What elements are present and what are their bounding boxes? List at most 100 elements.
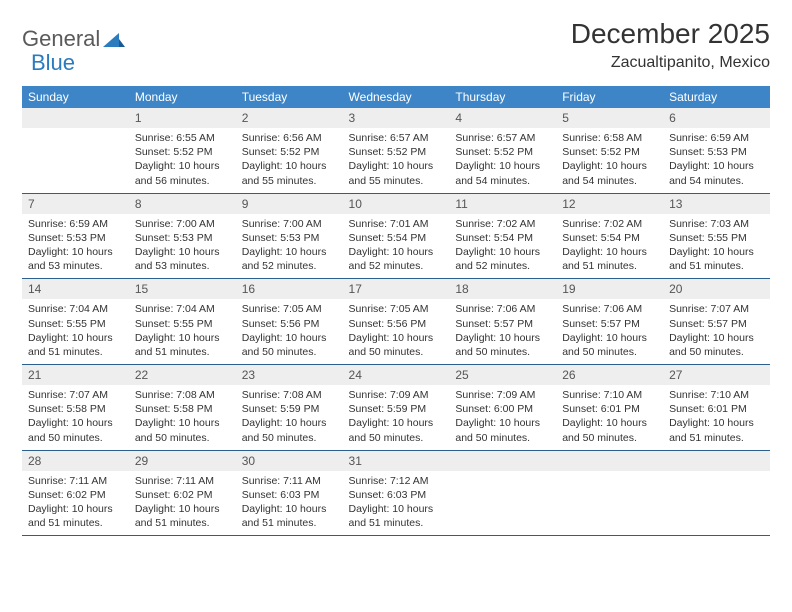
day-content: Sunrise: 7:07 AMSunset: 5:57 PMDaylight:… bbox=[663, 299, 770, 364]
sunset-line: Sunset: 5:53 PM bbox=[669, 145, 764, 159]
day-number: 16 bbox=[236, 279, 343, 299]
day-content: Sunrise: 7:09 AMSunset: 6:00 PMDaylight:… bbox=[449, 385, 556, 450]
sunrise-line: Sunrise: 7:05 AM bbox=[242, 302, 337, 316]
day-number: 20 bbox=[663, 279, 770, 299]
logo-text-general: General bbox=[22, 26, 100, 52]
sunrise-line: Sunrise: 6:55 AM bbox=[135, 131, 230, 145]
daylight-line: Daylight: 10 hours and 52 minutes. bbox=[455, 245, 550, 273]
calendar-day-cell: 17Sunrise: 7:05 AMSunset: 5:56 PMDayligh… bbox=[343, 279, 450, 365]
sunset-line: Sunset: 5:57 PM bbox=[562, 317, 657, 331]
day-number: 25 bbox=[449, 365, 556, 385]
weekday-header: Friday bbox=[556, 86, 663, 108]
day-content: Sunrise: 7:08 AMSunset: 5:58 PMDaylight:… bbox=[129, 385, 236, 450]
sunset-line: Sunset: 5:53 PM bbox=[135, 231, 230, 245]
sunrise-line: Sunrise: 7:07 AM bbox=[28, 388, 123, 402]
day-content: Sunrise: 7:08 AMSunset: 5:59 PMDaylight:… bbox=[236, 385, 343, 450]
calendar-day-cell: 30Sunrise: 7:11 AMSunset: 6:03 PMDayligh… bbox=[236, 450, 343, 536]
daylight-line: Daylight: 10 hours and 54 minutes. bbox=[669, 159, 764, 187]
daylight-line: Daylight: 10 hours and 51 minutes. bbox=[669, 245, 764, 273]
weekday-header: Sunday bbox=[22, 86, 129, 108]
day-number: 28 bbox=[22, 451, 129, 471]
calendar-day-cell: 19 Sunrise: 7:06 AMSunset: 5:57 PMDayligh… bbox=[556, 279, 663, 365]
sunset-line: Sunset: 5:52 PM bbox=[562, 145, 657, 159]
logo: General bbox=[22, 18, 127, 52]
sunrise-line: Sunrise: 6:57 AM bbox=[455, 131, 550, 145]
day-number: 5 bbox=[556, 108, 663, 128]
day-number bbox=[449, 451, 556, 471]
weekday-header: Tuesday bbox=[236, 86, 343, 108]
sunrise-line: Sunrise: 7:06 AM bbox=[562, 302, 657, 316]
day-number: 26 bbox=[556, 365, 663, 385]
day-number: 13 bbox=[663, 194, 770, 214]
daylight-line: Daylight: 10 hours and 52 minutes. bbox=[242, 245, 337, 273]
calendar-day-cell: 29Sunrise: 7:11 AMSunset: 6:02 PMDayligh… bbox=[129, 450, 236, 536]
logo-triangle-icon bbox=[103, 31, 125, 47]
daylight-line: Daylight: 10 hours and 50 minutes. bbox=[669, 331, 764, 359]
day-number: 24 bbox=[343, 365, 450, 385]
sunset-line: Sunset: 5:57 PM bbox=[669, 317, 764, 331]
calendar-day-cell: 22Sunrise: 7:08 AMSunset: 5:58 PMDayligh… bbox=[129, 365, 236, 451]
daylight-line: Daylight: 10 hours and 50 minutes. bbox=[242, 416, 337, 444]
day-number: 23 bbox=[236, 365, 343, 385]
day-number: 15 bbox=[129, 279, 236, 299]
sunset-line: Sunset: 5:52 PM bbox=[242, 145, 337, 159]
calendar-day-cell: 18Sunrise: 7:06 AMSunset: 5:57 PMDayligh… bbox=[449, 279, 556, 365]
calendar-day-cell: 31Sunrise: 7:12 AMSunset: 6:03 PMDayligh… bbox=[343, 450, 450, 536]
daylight-line: Daylight: 10 hours and 51 minutes. bbox=[349, 502, 444, 530]
calendar-day-cell: 26Sunrise: 7:10 AMSunset: 6:01 PMDayligh… bbox=[556, 365, 663, 451]
day-content: Sunrise: 7:02 AMSunset: 5:54 PMDaylight:… bbox=[449, 214, 556, 279]
calendar-day-cell: 16Sunrise: 7:05 AMSunset: 5:56 PMDayligh… bbox=[236, 279, 343, 365]
day-content: Sunrise: 7:04 AMSunset: 5:55 PMDaylight:… bbox=[22, 299, 129, 364]
sunrise-line: Sunrise: 6:56 AM bbox=[242, 131, 337, 145]
day-number: 7 bbox=[22, 194, 129, 214]
day-content: Sunrise: 7:00 AMSunset: 5:53 PMDaylight:… bbox=[129, 214, 236, 279]
daylight-line: Daylight: 10 hours and 51 minutes. bbox=[28, 502, 123, 530]
daylight-line: Daylight: 10 hours and 51 minutes. bbox=[135, 331, 230, 359]
weekday-header: Thursday bbox=[449, 86, 556, 108]
calendar-day-cell: 28Sunrise: 7:11 AMSunset: 6:02 PMDayligh… bbox=[22, 450, 129, 536]
day-number: 9 bbox=[236, 194, 343, 214]
day-content: Sunrise: 7:05 AMSunset: 5:56 PMDaylight:… bbox=[343, 299, 450, 364]
sunrise-line: Sunrise: 7:11 AM bbox=[28, 474, 123, 488]
daylight-line: Daylight: 10 hours and 50 minutes. bbox=[562, 416, 657, 444]
daylight-line: Daylight: 10 hours and 50 minutes. bbox=[28, 416, 123, 444]
title-block: December 2025 Zacualtipanito, Mexico bbox=[571, 18, 770, 72]
day-content: Sunrise: 7:01 AMSunset: 5:54 PMDaylight:… bbox=[343, 214, 450, 279]
day-number: 19 bbox=[556, 279, 663, 299]
sunrise-line: Sunrise: 7:11 AM bbox=[242, 474, 337, 488]
day-number: 21 bbox=[22, 365, 129, 385]
day-number: 6 bbox=[663, 108, 770, 128]
calendar-day-cell: 20Sunrise: 7:07 AMSunset: 5:57 PMDayligh… bbox=[663, 279, 770, 365]
day-number: 10 bbox=[343, 194, 450, 214]
sunset-line: Sunset: 6:03 PM bbox=[242, 488, 337, 502]
calendar-day-cell bbox=[663, 450, 770, 536]
sunrise-line: Sunrise: 7:05 AM bbox=[349, 302, 444, 316]
sunrise-line: Sunrise: 7:09 AM bbox=[349, 388, 444, 402]
calendar-body: 1Sunrise: 6:55 AMSunset: 5:52 PMDaylight… bbox=[22, 108, 770, 536]
day-content: Sunrise: 6:59 AMSunset: 5:53 PMDaylight:… bbox=[663, 128, 770, 193]
daylight-line: Daylight: 10 hours and 50 minutes. bbox=[349, 331, 444, 359]
sunset-line: Sunset: 5:54 PM bbox=[349, 231, 444, 245]
calendar-day-cell: 1Sunrise: 6:55 AMSunset: 5:52 PMDaylight… bbox=[129, 108, 236, 193]
day-number bbox=[556, 451, 663, 471]
day-number: 8 bbox=[129, 194, 236, 214]
weekday-header: Monday bbox=[129, 86, 236, 108]
day-content: Sunrise: 7:04 AMSunset: 5:55 PMDaylight:… bbox=[129, 299, 236, 364]
day-content: Sunrise: 7:02 AMSunset: 5:54 PMDaylight:… bbox=[556, 214, 663, 279]
sunset-line: Sunset: 6:00 PM bbox=[455, 402, 550, 416]
sunrise-line: Sunrise: 7:08 AM bbox=[135, 388, 230, 402]
calendar-day-cell: 3Sunrise: 6:57 AMSunset: 5:52 PMDaylight… bbox=[343, 108, 450, 193]
calendar-day-cell: 12Sunrise: 7:02 AMSunset: 5:54 PMDayligh… bbox=[556, 193, 663, 279]
sunset-line: Sunset: 5:59 PM bbox=[349, 402, 444, 416]
sunrise-line: Sunrise: 7:02 AM bbox=[455, 217, 550, 231]
sunrise-line: Sunrise: 6:57 AM bbox=[349, 131, 444, 145]
daylight-line: Daylight: 10 hours and 54 minutes. bbox=[562, 159, 657, 187]
sunset-line: Sunset: 5:59 PM bbox=[242, 402, 337, 416]
calendar-day-cell: 7Sunrise: 6:59 AMSunset: 5:53 PMDaylight… bbox=[22, 193, 129, 279]
daylight-line: Daylight: 10 hours and 51 minutes. bbox=[562, 245, 657, 273]
sunset-line: Sunset: 6:01 PM bbox=[562, 402, 657, 416]
sunset-line: Sunset: 5:52 PM bbox=[455, 145, 550, 159]
sunset-line: Sunset: 5:57 PM bbox=[455, 317, 550, 331]
daylight-line: Daylight: 10 hours and 51 minutes. bbox=[669, 416, 764, 444]
daylight-line: Daylight: 10 hours and 50 minutes. bbox=[562, 331, 657, 359]
